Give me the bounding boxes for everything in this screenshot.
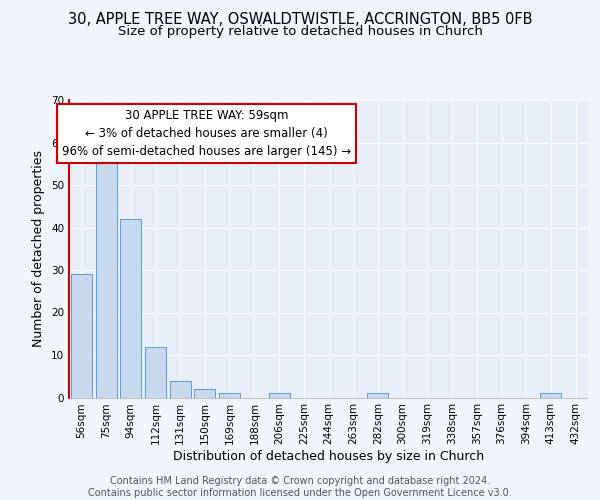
Bar: [170, 380, 191, 398]
Bar: [71, 274, 92, 398]
Text: Size of property relative to detached houses in Church: Size of property relative to detached ho…: [118, 25, 482, 38]
Bar: [145, 346, 166, 398]
Y-axis label: Number of detached properties: Number of detached properties: [32, 150, 46, 348]
Bar: [541, 393, 562, 398]
Bar: [194, 389, 215, 398]
X-axis label: Distribution of detached houses by size in Church: Distribution of detached houses by size …: [173, 450, 484, 463]
Text: 30, APPLE TREE WAY, OSWALDTWISTLE, ACCRINGTON, BB5 0FB: 30, APPLE TREE WAY, OSWALDTWISTLE, ACCRI…: [68, 12, 532, 28]
Text: Contains HM Land Registry data © Crown copyright and database right 2024.
Contai: Contains HM Land Registry data © Crown c…: [88, 476, 512, 498]
Bar: [120, 219, 141, 398]
Bar: [219, 393, 240, 398]
Bar: [269, 393, 290, 398]
Bar: [367, 393, 388, 398]
Text: 30 APPLE TREE WAY: 59sqm
← 3% of detached houses are smaller (4)
96% of semi-det: 30 APPLE TREE WAY: 59sqm ← 3% of detache…: [62, 109, 351, 158]
Bar: [95, 151, 116, 398]
